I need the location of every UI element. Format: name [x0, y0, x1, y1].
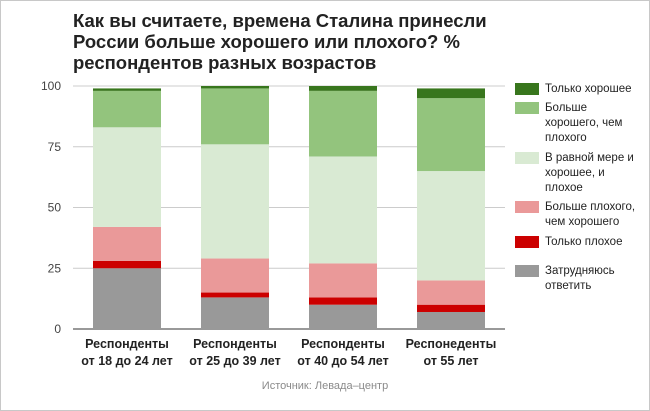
- legend-label-line: хорошего, чем: [545, 117, 623, 129]
- legend-label: В равной мере и хорошее, и плохое: [545, 151, 645, 196]
- bar-segment: [417, 98, 485, 172]
- bar-segment: [201, 297, 269, 329]
- x-category-label: от 18 до 24 лет: [81, 354, 172, 368]
- chart-title: Как вы считаете, времена Сталина принесл…: [73, 10, 487, 73]
- x-category-label: от 25 до 39 лет: [189, 354, 280, 368]
- bar-segment: [309, 90, 377, 157]
- legend-label-line: В равной мере и: [545, 152, 634, 164]
- y-tick-label: 25: [48, 261, 62, 275]
- legend-label: Больше хорошего, чем плохого: [545, 101, 645, 146]
- bar-segment: [201, 86, 269, 89]
- legend-label-line: Больше плохого,: [545, 201, 636, 213]
- legend-swatch: [515, 236, 539, 248]
- x-category-label: Респонеденты: [406, 337, 497, 351]
- bar-segment: [93, 88, 161, 91]
- bar-segment: [93, 268, 161, 329]
- legend-label-line: ответить: [545, 280, 592, 292]
- bar-segment: [201, 292, 269, 298]
- y-tick-label: 100: [41, 79, 61, 93]
- bar-segment: [309, 86, 377, 91]
- bar-segment: [417, 304, 485, 312]
- legend-label: Больше плохого, чем хорошего: [545, 200, 645, 230]
- bar-segment: [417, 311, 485, 329]
- bar-segment: [309, 156, 377, 264]
- legend-label: Затрудняюсь ответить: [545, 264, 645, 294]
- bar-segment: [417, 88, 485, 99]
- bar-segment: [93, 127, 161, 227]
- bar-segment: [417, 171, 485, 281]
- bar-segment: [309, 263, 377, 298]
- bar-segment: [417, 280, 485, 305]
- bar-segment: [309, 304, 377, 329]
- bar-segment: [201, 88, 269, 145]
- chart-source: Источник: Левада–центр: [261, 380, 389, 392]
- x-category-label: Респонденты: [85, 337, 169, 351]
- x-category-label: от 55 лет: [424, 354, 479, 368]
- x-category-label: Респонденты: [193, 337, 277, 351]
- x-category-label: от 40 до 54 лет: [297, 354, 388, 368]
- legend-label-line: хорошее, и: [545, 167, 605, 179]
- legend-label: Только плохое: [545, 235, 645, 250]
- legend-swatch: [515, 83, 539, 95]
- legend-label-line: чем хорошего: [545, 216, 620, 228]
- legend-swatch: [515, 102, 539, 114]
- legend-swatch: [515, 265, 539, 277]
- y-tick-label: 75: [48, 140, 62, 154]
- bar-segment: [201, 258, 269, 293]
- y-tick-label: 0: [54, 322, 61, 336]
- legend-label-line: плохое: [545, 182, 583, 194]
- legend-label-line: плохого: [545, 132, 587, 144]
- bar-segment: [93, 226, 161, 261]
- legend-label-line: Затрудняюсь: [545, 265, 615, 277]
- legend-label-line: Только хорошее: [545, 83, 632, 95]
- legend-swatch: [515, 201, 539, 213]
- x-category-label: Респонденты: [301, 337, 385, 351]
- y-tick-label: 50: [48, 201, 62, 215]
- legend-label: Только хорошее: [545, 82, 645, 97]
- bar-segment: [309, 297, 377, 305]
- bar-segment: [201, 144, 269, 259]
- legend-label-line: Больше: [545, 102, 588, 114]
- bar-segment: [93, 90, 161, 128]
- bar-segment: [93, 260, 161, 269]
- legend-label-line: Только плохое: [545, 236, 623, 248]
- legend-swatch: [515, 152, 539, 164]
